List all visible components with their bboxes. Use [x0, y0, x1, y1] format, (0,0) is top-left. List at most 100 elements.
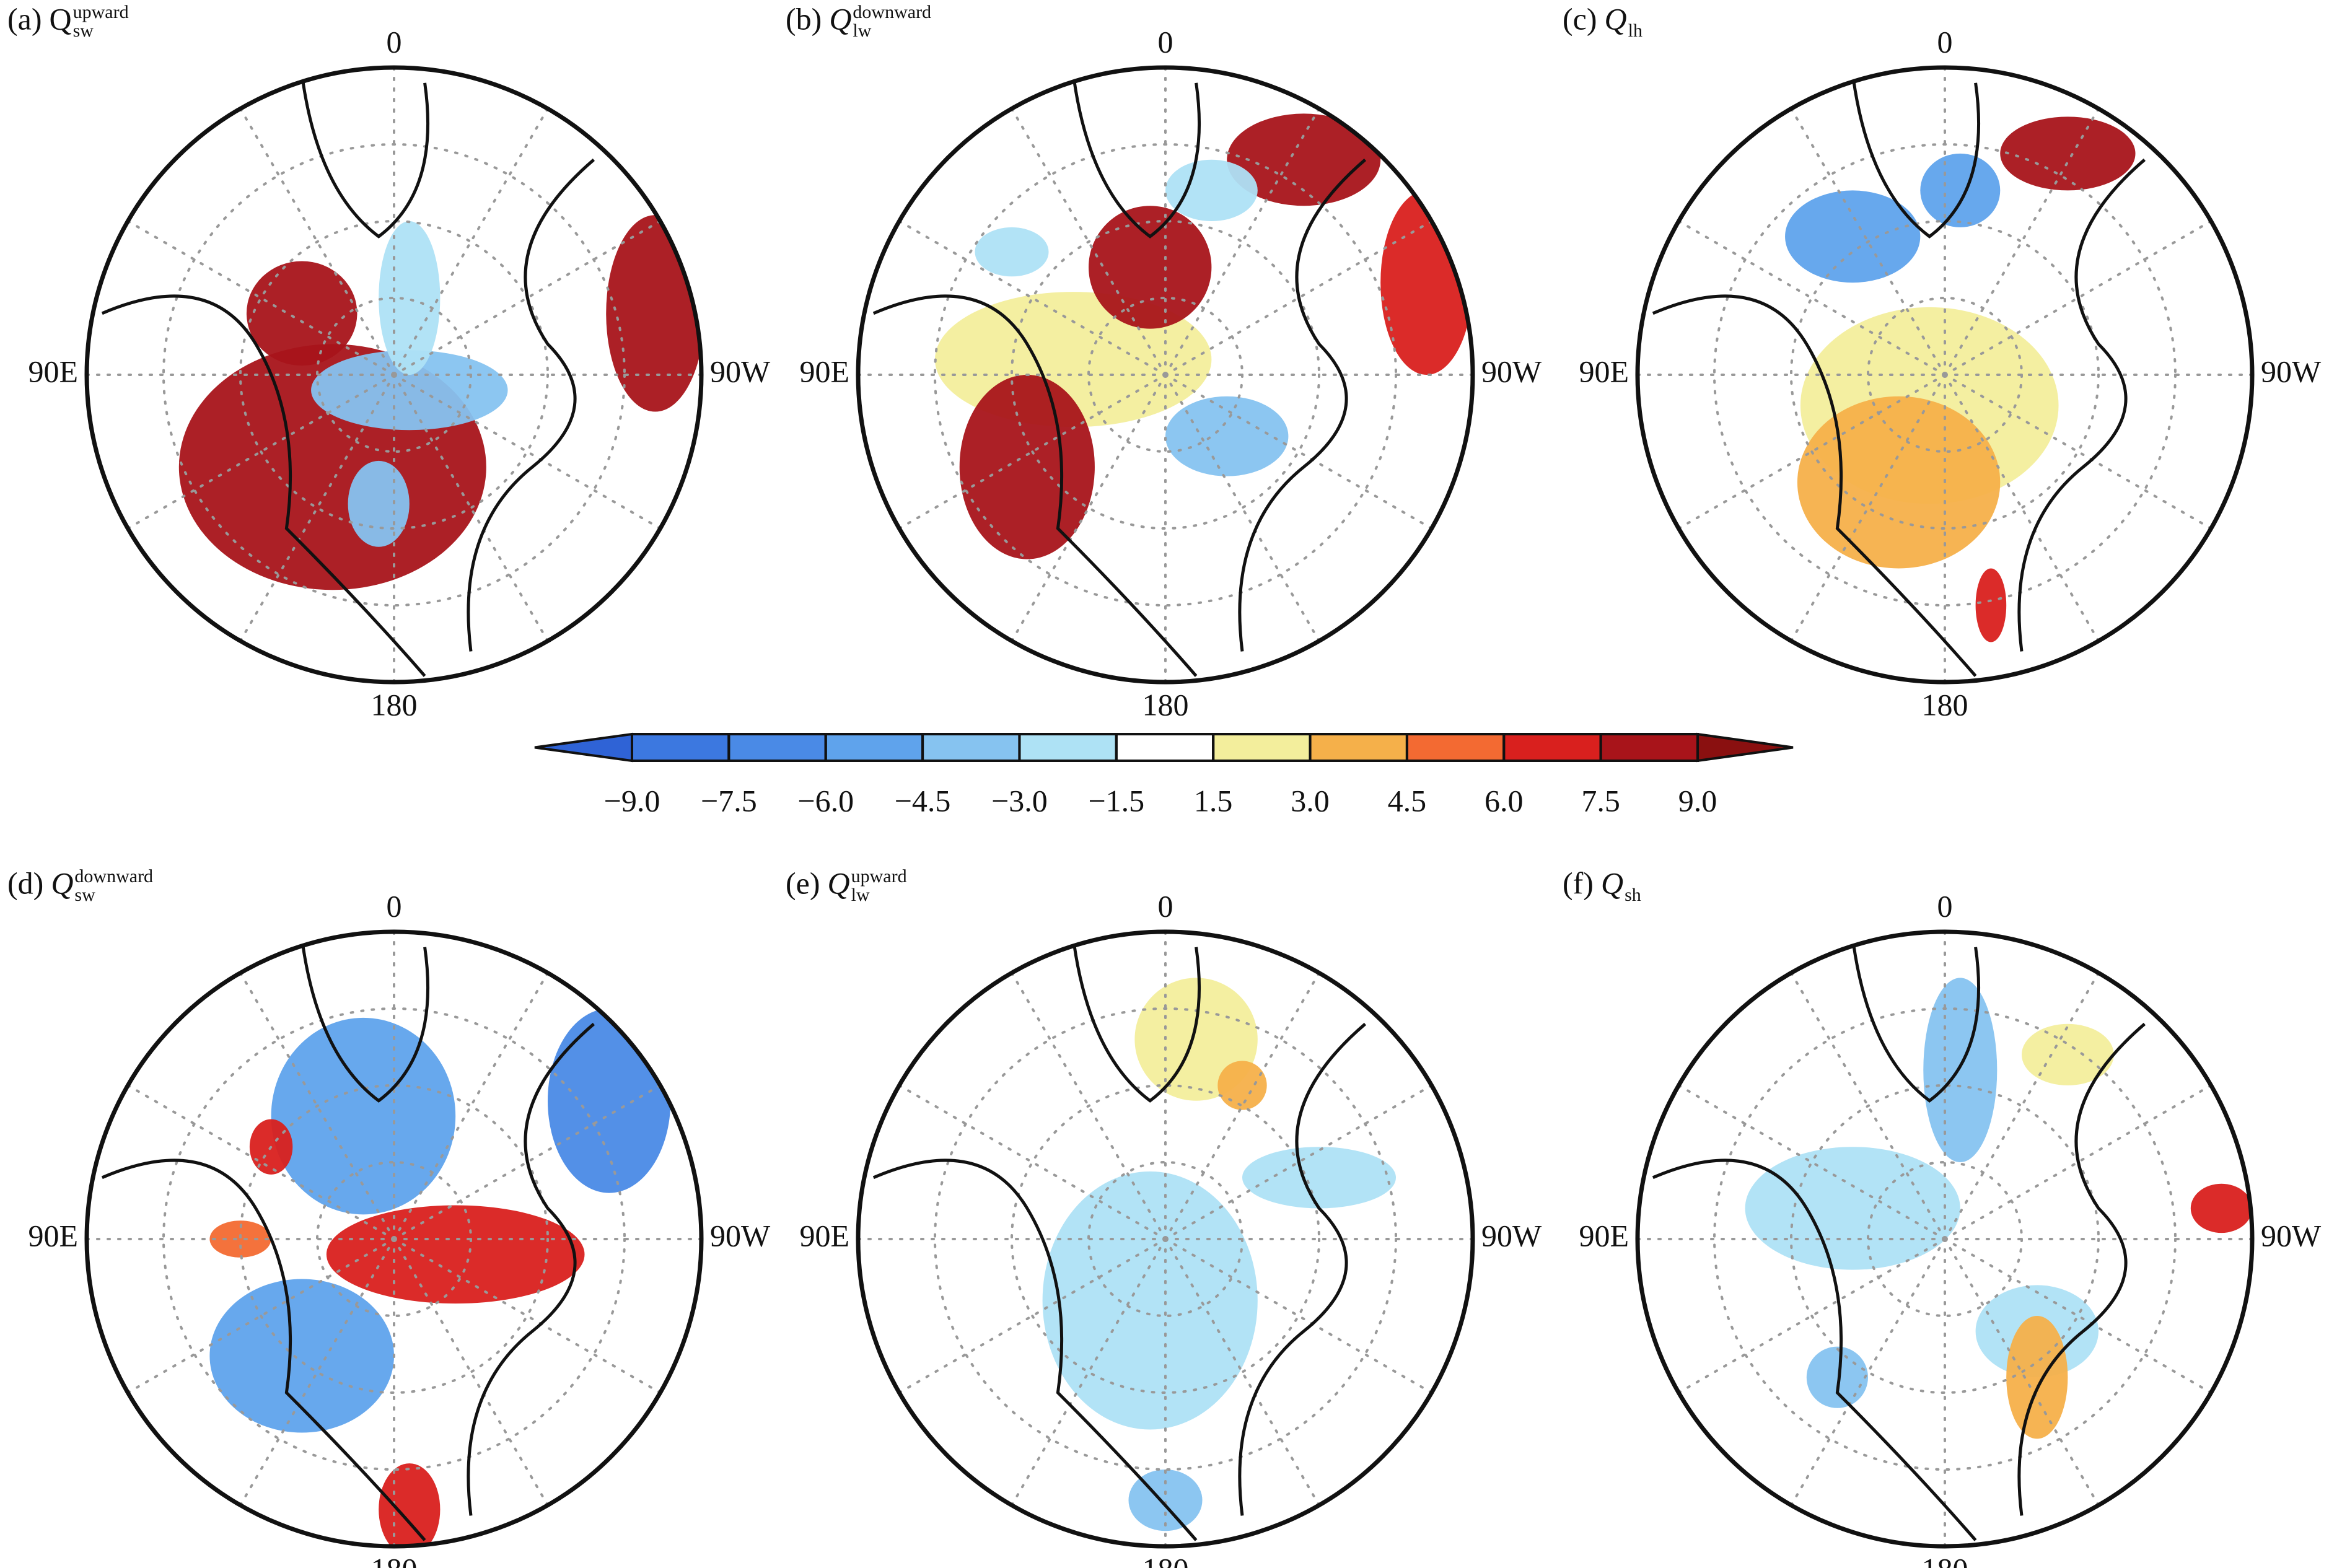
map-border — [84, 65, 704, 685]
panel-symbol: Q — [1605, 1, 1627, 36]
field-patch — [326, 1205, 585, 1304]
field-patch — [606, 215, 701, 412]
latitude-line — [1011, 1084, 1320, 1394]
coastline — [101, 73, 595, 677]
map-field — [87, 932, 701, 1546]
lon-label: 90W — [2261, 1218, 2322, 1253]
map-border — [856, 65, 1475, 685]
colorbar-segment — [1405, 733, 1506, 762]
lon-label: 0 — [1158, 888, 1173, 923]
coastline — [872, 937, 1367, 1541]
panel-symbol: Q — [829, 1, 851, 36]
panel-subscript: lh — [1628, 20, 1642, 41]
field-patch — [1920, 153, 2001, 227]
colorbar-tick-label: 6.0 — [1485, 783, 1524, 818]
field-patch — [1165, 159, 1258, 221]
panel-symbol: Q — [828, 865, 850, 900]
field-patch — [1242, 1147, 1396, 1209]
map-field — [858, 68, 1473, 682]
lon-label: 180 — [371, 1551, 418, 1568]
lon-label: 90W — [2261, 354, 2322, 388]
colorbar-extend-max — [1696, 732, 1794, 763]
colorbar-extend-min — [534, 732, 633, 763]
field-patch — [2000, 116, 2136, 191]
field-patch — [311, 350, 508, 431]
lon-label: 90W — [1481, 354, 1542, 388]
field-patch — [1806, 1346, 1868, 1408]
panel-label: (d) — [7, 865, 43, 900]
lon-label: 0 — [1937, 24, 1953, 59]
colorbar-segment — [631, 733, 730, 762]
field-patch — [246, 261, 357, 366]
colorbar-segment — [824, 733, 924, 762]
lon-label: 90W — [710, 354, 771, 388]
panel-label: (f) — [1563, 865, 1594, 900]
panel-subscript: sw — [74, 885, 95, 905]
panel-subscript: sw — [73, 20, 94, 41]
lon-label: 0 — [387, 888, 402, 923]
map-border — [84, 929, 704, 1549]
lon-label: 90E — [799, 1218, 849, 1253]
colorbar-segment — [1599, 733, 1699, 762]
panel-superscript: downward — [74, 866, 153, 887]
latitude-line — [1790, 220, 2100, 530]
latitude-line — [1790, 1084, 2100, 1394]
field-patch — [548, 1009, 671, 1193]
colorbar-tick-label: 7.5 — [1581, 783, 1620, 818]
map-field — [87, 68, 701, 682]
latitude-line — [1011, 220, 1320, 530]
lon-label: 90E — [1579, 354, 1629, 388]
lon-label: 90E — [1579, 1218, 1629, 1253]
field-patch — [1797, 396, 2001, 569]
colorbar-tick-label: −3.0 — [991, 783, 1048, 818]
coastline — [872, 73, 1367, 677]
colorbar-segment — [1212, 733, 1312, 762]
colorbar-segment — [1018, 733, 1118, 762]
colorbar-tick-label: 1.5 — [1194, 783, 1233, 818]
lon-label: 90W — [1481, 1218, 1542, 1253]
colorbar-segment — [727, 733, 827, 762]
panel-subscript: sh — [1625, 885, 1641, 905]
lon-label: 180 — [1922, 687, 1968, 722]
field-patch — [209, 1279, 394, 1433]
field-patch — [1165, 396, 1289, 476]
map-panel: 0 180 90E 90W (f)Qsh — [1563, 865, 2322, 1568]
lon-label: 180 — [1142, 1551, 1189, 1568]
map-field — [858, 932, 1473, 1546]
field-patch — [379, 1463, 441, 1546]
colorbar-segment — [921, 733, 1021, 762]
lon-label: 0 — [1158, 24, 1173, 59]
lon-label: 90E — [799, 354, 849, 388]
field-patch — [2022, 1023, 2114, 1085]
map-border — [856, 929, 1475, 1549]
field-patch — [1745, 1147, 1960, 1270]
field-patch — [1089, 206, 1212, 329]
panel-subscript: lw — [851, 885, 870, 905]
panel-subscript: lw — [853, 20, 871, 41]
coastline — [101, 937, 595, 1541]
colorbar-tick-label: 3.0 — [1291, 783, 1330, 818]
colorbar-segment — [1115, 733, 1215, 762]
field-patch — [2190, 1183, 2252, 1233]
lon-label: 180 — [371, 687, 418, 722]
panel-symbol: Q — [50, 1, 72, 36]
field-patch — [348, 460, 410, 547]
colorbar-tick-label: −1.5 — [1088, 783, 1144, 818]
coastline — [1652, 937, 2146, 1541]
field-patch — [1217, 1061, 1267, 1110]
colorbar-tick-label: −9.0 — [604, 783, 660, 818]
colorbar-tick-label: −4.5 — [895, 783, 951, 818]
lon-label: 90E — [28, 354, 78, 388]
lon-label: 180 — [1922, 1551, 1968, 1568]
field-patch — [209, 1220, 271, 1258]
colorbar-tick-label: −7.5 — [701, 783, 757, 818]
map-field — [1638, 932, 2252, 1546]
panel-label: (c) — [1563, 1, 1597, 36]
panel-superscript: downward — [853, 2, 931, 22]
map-field — [1638, 68, 2252, 682]
colorbar: −9.0 −7.5 −6.0 −4.5 −3.0 −1.5 1.5 3.0 4.5 6.0 7.5 9… — [534, 732, 1794, 818]
latitude-line — [239, 220, 549, 530]
